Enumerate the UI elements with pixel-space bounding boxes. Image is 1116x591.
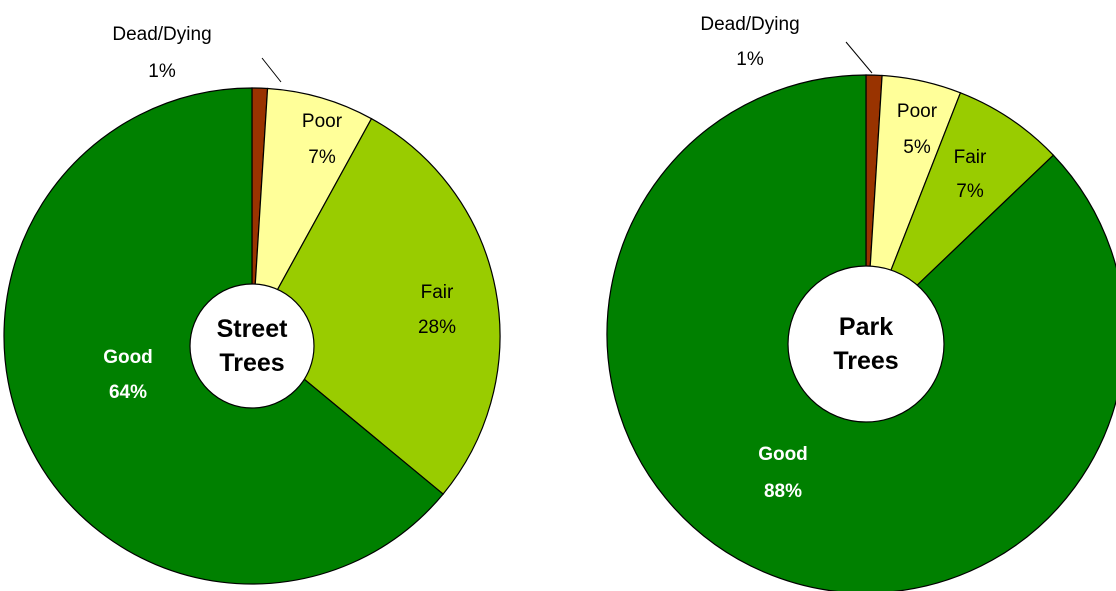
chart-title-line: Trees (833, 347, 898, 375)
slice-value: 88% (764, 481, 802, 502)
leader-line (845, 41, 873, 74)
slice-value: 1% (736, 49, 764, 70)
center-hole (189, 283, 315, 409)
slice-value: 1% (148, 61, 176, 82)
slice-name: Poor (302, 111, 343, 132)
pie-slice (865, 92, 1055, 335)
slice-name: Good (758, 444, 808, 465)
center-hole (787, 265, 945, 423)
slice-value: 5% (903, 137, 931, 158)
leader-line (261, 57, 282, 83)
slice-name: Dead/Dying (700, 14, 799, 35)
chart-title: Park Trees (833, 313, 898, 375)
chart-title: Street Trees (217, 315, 289, 377)
pie-slice (251, 87, 373, 337)
slice-name: Fair (421, 282, 454, 303)
chart-title-line: Street (217, 315, 289, 343)
chart-title-line: Trees (219, 349, 284, 377)
slice-name: Good (103, 347, 153, 368)
slice-value: 64% (109, 382, 147, 403)
slice-value: 7% (956, 181, 984, 202)
slice-value: 7% (308, 147, 336, 168)
pie-slice (251, 117, 501, 495)
slice-name: Poor (897, 101, 938, 122)
slice-value: 28% (418, 317, 456, 338)
slice-name: Fair (954, 147, 987, 168)
slice-name: Dead/Dying (112, 24, 211, 45)
chart-title-line: Park (839, 313, 893, 341)
